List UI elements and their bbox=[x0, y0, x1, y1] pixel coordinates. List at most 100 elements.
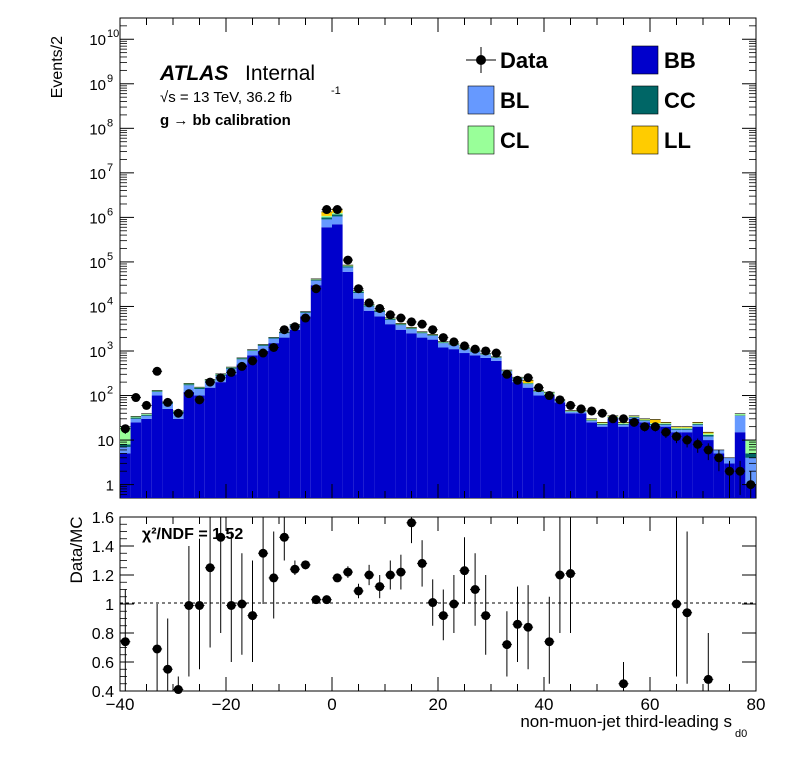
ratio-point bbox=[396, 567, 406, 577]
bar-cc bbox=[385, 318, 396, 320]
ratio-y-tick-label: 0.8 bbox=[92, 626, 114, 643]
bar-bl bbox=[438, 343, 449, 348]
data-point bbox=[131, 393, 141, 403]
data-point bbox=[555, 395, 565, 405]
data-point bbox=[184, 389, 194, 399]
bar-bl bbox=[448, 345, 460, 350]
bar-cl bbox=[660, 423, 672, 424]
data-point bbox=[301, 313, 310, 323]
ratio-y-tick-label: 1.4 bbox=[92, 539, 114, 556]
legend: Data BB BL CC CL LL bbox=[466, 45, 696, 155]
y-tick-label: 1 bbox=[106, 478, 114, 495]
bar-bb bbox=[374, 316, 385, 498]
bar-bb bbox=[597, 426, 608, 498]
bar-bb bbox=[480, 357, 491, 498]
ratio-point bbox=[332, 573, 342, 583]
bar-ll bbox=[586, 418, 597, 420]
ratio-point bbox=[205, 563, 215, 573]
legend-swatch-cc bbox=[631, 85, 659, 115]
bar-cc bbox=[342, 266, 354, 268]
bar-cl bbox=[522, 383, 534, 384]
bar-bb bbox=[353, 298, 364, 498]
y-tick-exponent: 9 bbox=[107, 73, 113, 85]
ratio-point bbox=[120, 637, 130, 647]
data-point bbox=[735, 466, 745, 476]
bar-bb bbox=[247, 355, 258, 498]
bar-cc bbox=[438, 342, 449, 344]
y-tick-label: 10 bbox=[97, 433, 114, 450]
ratio-point bbox=[269, 573, 279, 583]
ratio-y-tick-label: 0.6 bbox=[92, 655, 114, 672]
bar-cc bbox=[628, 416, 640, 418]
x-tick-label: 0 bbox=[327, 695, 336, 714]
ratio-point bbox=[279, 532, 289, 542]
data-point bbox=[682, 435, 692, 445]
bar-bb bbox=[406, 333, 417, 498]
bar-bl bbox=[247, 350, 258, 356]
data-point bbox=[407, 317, 416, 327]
data-point bbox=[120, 424, 130, 434]
bar-bl bbox=[151, 391, 163, 396]
ratio-point bbox=[460, 566, 469, 576]
legend-label-cl: CL bbox=[500, 128, 529, 153]
data-point bbox=[523, 373, 533, 383]
bar-bb bbox=[427, 339, 438, 498]
ratio-point bbox=[555, 570, 565, 580]
ratio-point bbox=[195, 600, 204, 610]
data-point bbox=[343, 255, 353, 265]
y-tick-exponent: 7 bbox=[107, 162, 113, 174]
ratio-point bbox=[428, 598, 438, 608]
x-tick-label: −40 bbox=[106, 695, 135, 714]
x-axis-label: non-muon-jet third-leading s bbox=[520, 712, 732, 731]
bar-cc bbox=[194, 387, 205, 390]
bar-bl bbox=[385, 319, 396, 325]
bar-bl bbox=[374, 312, 385, 317]
bar-bl bbox=[692, 424, 703, 427]
data-point bbox=[438, 333, 448, 343]
bar-cc bbox=[300, 312, 311, 313]
legend-data-marker bbox=[476, 55, 486, 65]
bar-cl bbox=[130, 416, 142, 418]
bar-cc bbox=[427, 335, 438, 336]
bar-bl bbox=[565, 411, 576, 414]
bar-cc bbox=[491, 357, 502, 358]
data-point bbox=[544, 391, 554, 401]
ratio-point bbox=[301, 560, 310, 570]
bar-bl bbox=[363, 306, 375, 311]
bar-bl bbox=[681, 429, 693, 433]
bar-cl bbox=[586, 419, 597, 421]
bar-bl bbox=[734, 415, 746, 433]
bar-cc bbox=[406, 328, 417, 330]
bar-bl bbox=[279, 333, 290, 338]
bar-bl bbox=[395, 325, 407, 330]
main-y-label: Events/2 bbox=[49, 36, 66, 98]
data-point bbox=[703, 445, 713, 455]
data-point bbox=[173, 408, 183, 418]
y-tick-label: 10 bbox=[89, 344, 106, 361]
ratio-point bbox=[354, 586, 363, 596]
bar-bb bbox=[554, 402, 566, 498]
bar-ll bbox=[650, 419, 661, 424]
bar-cc bbox=[332, 214, 343, 217]
y-tick-label: 10 bbox=[89, 255, 106, 272]
data-point bbox=[269, 342, 279, 352]
ratio-point bbox=[502, 640, 512, 650]
bar-cc bbox=[703, 434, 714, 437]
bar-cc bbox=[586, 420, 597, 421]
bar-bb bbox=[607, 418, 619, 498]
bar-cl bbox=[321, 215, 332, 218]
bar-bl bbox=[480, 354, 491, 358]
bar-bl bbox=[342, 267, 354, 272]
y-tick-exponent: 6 bbox=[107, 206, 113, 218]
bar-bb bbox=[628, 418, 640, 498]
bar-bl bbox=[194, 389, 205, 396]
bar-bl bbox=[491, 357, 502, 361]
bar-ll bbox=[681, 426, 693, 428]
bar-cl bbox=[120, 426, 131, 445]
bar-cc bbox=[671, 428, 682, 430]
bar-cl bbox=[226, 367, 237, 368]
ratio-points bbox=[120, 517, 714, 695]
bar-bl bbox=[660, 424, 672, 427]
data-point bbox=[534, 383, 544, 393]
